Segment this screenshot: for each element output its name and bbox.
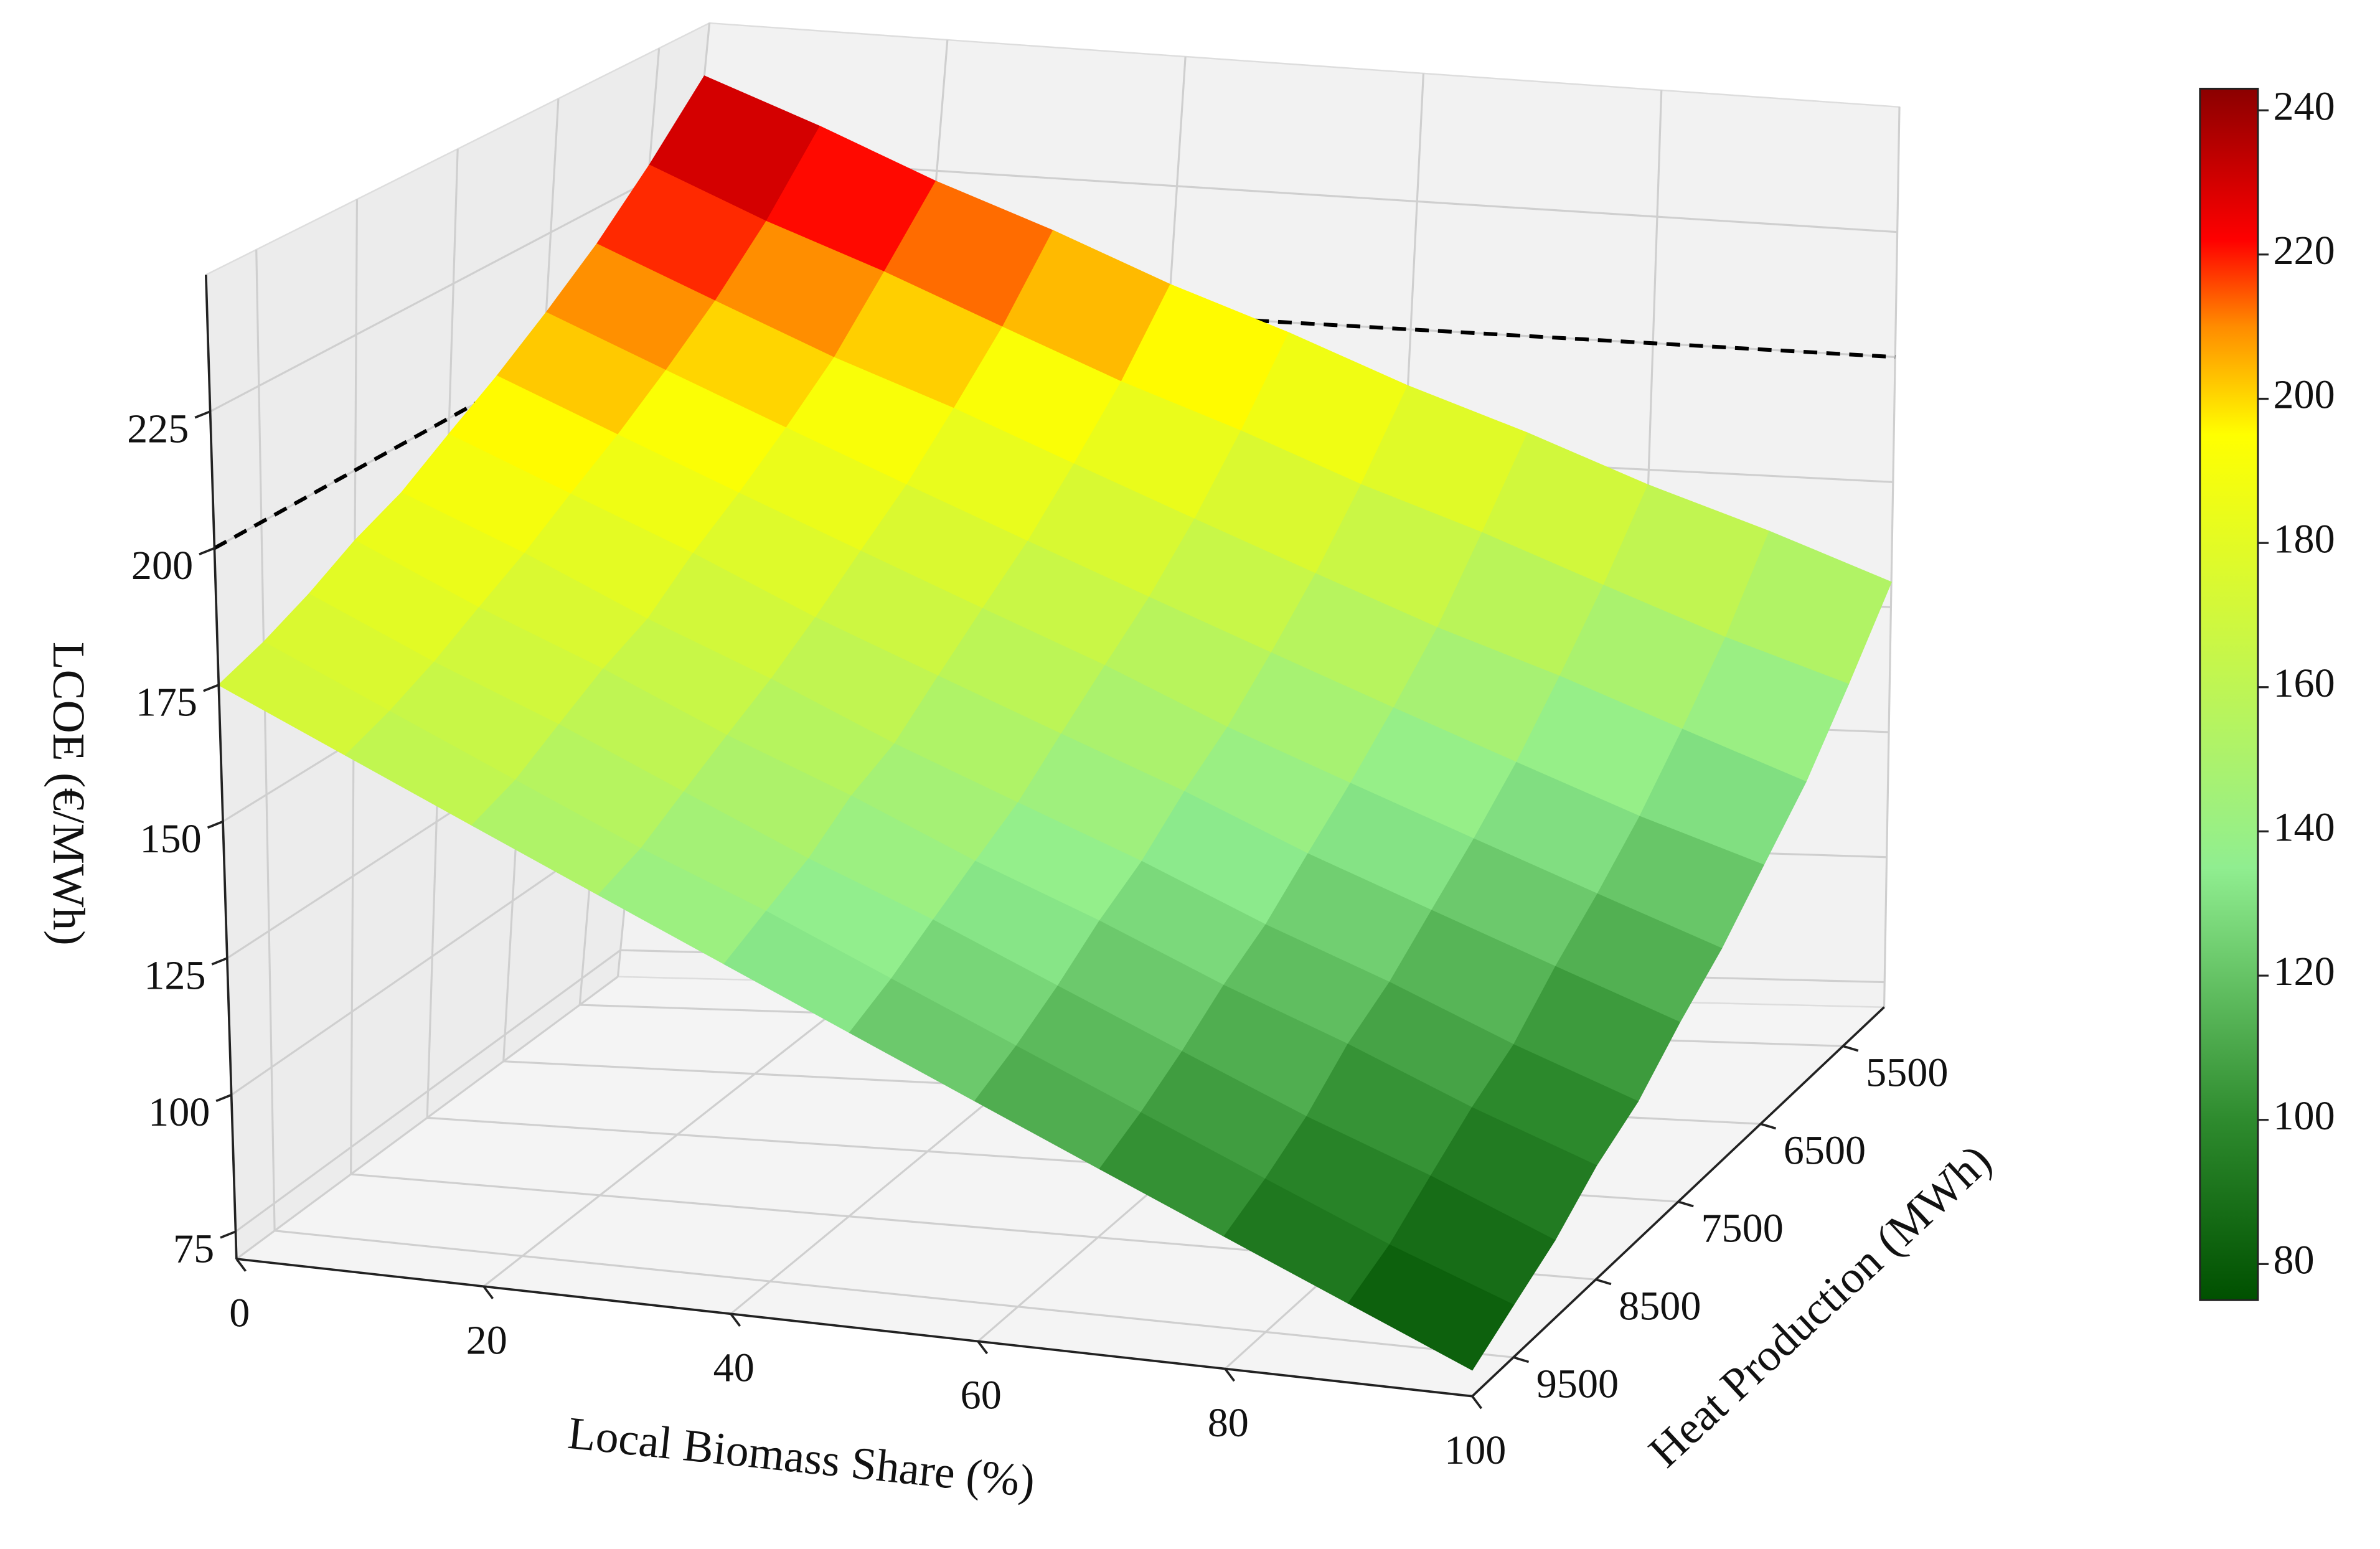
- colorbar-tick-label: 160: [2273, 661, 2335, 706]
- x-tick-label: 40: [713, 1345, 755, 1391]
- z-tick: [207, 820, 223, 829]
- z-tick: [203, 684, 219, 692]
- x-tick-label: 100: [1444, 1428, 1506, 1473]
- z-tick: [220, 1230, 237, 1239]
- colorbar-tick-label: 140: [2273, 805, 2335, 850]
- x-tick: [482, 1286, 494, 1299]
- grid-line: [274, 1230, 1514, 1358]
- x-tick-label: 20: [466, 1318, 507, 1363]
- x-tick: [1224, 1368, 1236, 1382]
- surface-cell: [1347, 1244, 1515, 1371]
- colorbar: [2199, 87, 2259, 1301]
- x-tick-label: 60: [961, 1373, 1002, 1418]
- colorbar-tick-label: 240: [2273, 83, 2335, 129]
- y-tick: [1760, 1123, 1777, 1130]
- y-tick-label: 6500: [1784, 1128, 1866, 1173]
- colorbar-tick-label: 80: [2273, 1238, 2314, 1283]
- colorbar-tick-label: 180: [2273, 516, 2335, 562]
- y-tick: [1678, 1200, 1694, 1208]
- x-tick-label: 0: [229, 1290, 250, 1335]
- x-tick-label: 80: [1208, 1400, 1249, 1446]
- z-tick-label: 150: [140, 816, 202, 862]
- colorbar-tick-label: 200: [2273, 372, 2335, 418]
- x-tick: [977, 1340, 989, 1355]
- z-tick-label: 125: [144, 953, 205, 999]
- z-tick: [215, 1093, 232, 1103]
- y-tick: [1842, 1045, 1859, 1052]
- z-tick-label: 175: [136, 680, 197, 725]
- y-tick: [1513, 1356, 1530, 1363]
- grid-line: [209, 154, 697, 413]
- z-tick: [199, 547, 215, 555]
- z-tick-label: 225: [127, 406, 189, 451]
- axis-line: [236, 1258, 1473, 1398]
- y-tick-label: 7500: [1701, 1205, 1783, 1251]
- z-tick-label: 75: [173, 1226, 214, 1272]
- y-tick-label: 5500: [1866, 1050, 1948, 1095]
- grid-line: [235, 949, 621, 1233]
- y-tick: [1595, 1278, 1612, 1286]
- x-tick: [730, 1313, 741, 1327]
- reference-line: [684, 286, 1896, 359]
- z-tick: [194, 410, 211, 419]
- x-tick: [1471, 1395, 1483, 1410]
- colorbar-tick-label: 120: [2273, 949, 2335, 994]
- z-tick-label: 200: [131, 543, 193, 588]
- y-tick-label: 8500: [1619, 1283, 1701, 1329]
- colorbar-tick-label: 100: [2273, 1093, 2335, 1139]
- colorbar-tick-label: 220: [2273, 228, 2335, 273]
- z-tick: [211, 957, 228, 966]
- z-axis-title: LCOE (€/MWh): [44, 642, 95, 946]
- z-tick-label: 100: [148, 1090, 210, 1135]
- x-tick: [235, 1258, 247, 1272]
- y-tick-label: 9500: [1536, 1361, 1619, 1406]
- x-axis-title: Local Biomass Share (%): [566, 1407, 1038, 1507]
